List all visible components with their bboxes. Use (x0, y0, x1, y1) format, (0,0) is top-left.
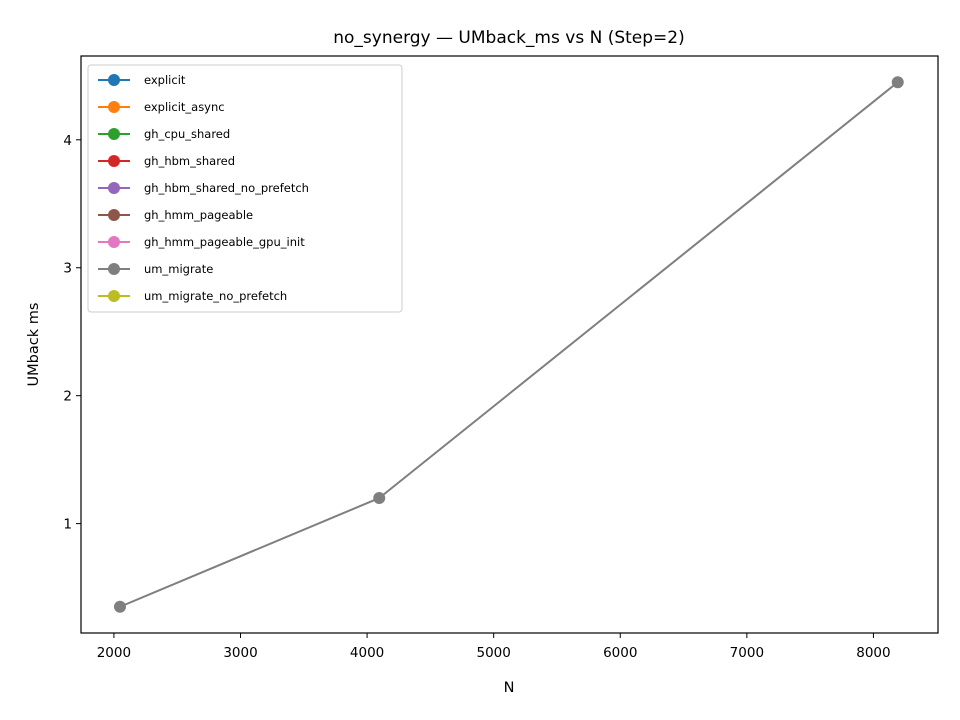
y-tick-label: 3 (63, 261, 72, 277)
legend-marker-um_migrate_no_prefetch (108, 290, 120, 302)
legend-label-gh_hbm_shared_no_prefetch: gh_hbm_shared_no_prefetch (144, 181, 309, 195)
legend-label-gh_cpu_shared: gh_cpu_shared (144, 127, 230, 141)
legend-label-gh_hmm_pageable_gpu_init: gh_hmm_pageable_gpu_init (144, 235, 305, 249)
x-tick-label: 3000 (223, 645, 257, 661)
data-point-um_migrate (373, 492, 386, 505)
legend-marker-gh_hbm_shared (108, 155, 120, 167)
series-layer (113, 76, 904, 613)
legend-marker-explicit_async (108, 101, 120, 113)
data-point-um_migrate (891, 76, 904, 89)
x-tick-label: 8000 (856, 645, 890, 661)
legend-marker-gh_hbm_shared_no_prefetch (108, 182, 120, 194)
legend-label-gh_hmm_pageable: gh_hmm_pageable (144, 208, 253, 222)
legend-marker-gh_cpu_shared (108, 128, 120, 140)
legend-label-gh_hbm_shared: gh_hbm_shared (144, 154, 235, 168)
x-tick-label: 6000 (603, 645, 637, 661)
legend-label-explicit: explicit (144, 73, 186, 87)
y-tick-label: 1 (63, 517, 72, 533)
legend-marker-gh_hmm_pageable (108, 209, 120, 221)
y-tick-label: 4 (63, 133, 72, 149)
x-tick-label: 5000 (476, 645, 510, 661)
plot-frame (80, 55, 939, 634)
y-axis: 1 2 3 4 (63, 133, 81, 533)
legend-marker-gh_hmm_pageable_gpu_init (108, 236, 120, 248)
legend-label-um_migrate_no_prefetch: um_migrate_no_prefetch (144, 289, 287, 303)
y-tick-label: 2 (63, 389, 72, 405)
y-axis-label: UMback ms (26, 303, 42, 387)
x-tick-label: 4000 (350, 645, 384, 661)
legend-box (87, 64, 403, 313)
legend-marker-explicit (108, 74, 120, 86)
legend-label-explicit_async: explicit_async (144, 100, 225, 114)
chart-title: no_synergy — UMback_ms vs N (Step=2) (333, 28, 684, 48)
x-axis: 2000 3000 4000 5000 6000 7000 8000 (97, 633, 891, 661)
legend-marker-um_migrate (108, 263, 120, 275)
legend: explicit explicit_async gh_cpu_shared gh_hb… (87, 64, 403, 313)
legend-label-um_migrate: um_migrate (144, 262, 213, 276)
x-tick-label: 2000 (97, 645, 131, 661)
x-tick-label: 7000 (730, 645, 764, 661)
x-axis-label: N (504, 680, 515, 696)
data-point-um_migrate (113, 600, 126, 613)
